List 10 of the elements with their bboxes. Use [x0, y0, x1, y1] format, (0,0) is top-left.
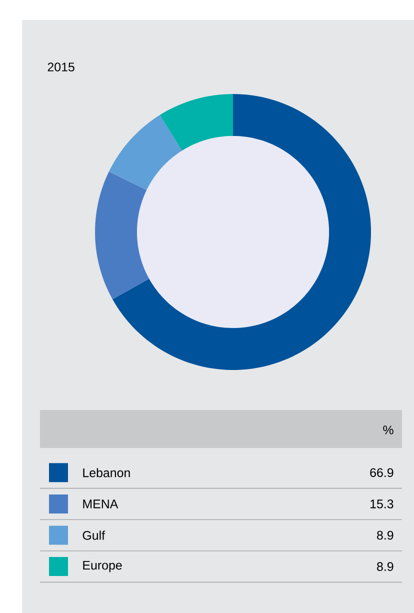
data-label: 15.3 — [370, 500, 394, 508]
data-label: 8.9 — [377, 562, 394, 571]
legend-label: Europe — [83, 560, 122, 572]
legend-label: Lebanon — [83, 468, 130, 478]
legend-label: MENA — [83, 500, 118, 508]
data-label: 8.9 — [377, 530, 394, 540]
data-label: 66.9 — [370, 468, 394, 478]
chart-title: 2015 — [48, 62, 74, 72]
legend-label: Gulf — [82, 530, 106, 540]
legend-title: % — [383, 426, 394, 434]
